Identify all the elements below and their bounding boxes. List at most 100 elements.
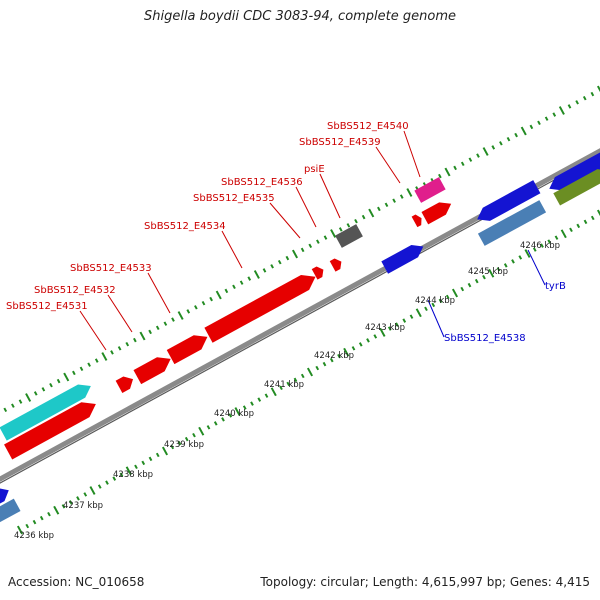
tick-mark [250,401,254,406]
tick-mark [125,466,132,476]
tick-mark [68,500,73,505]
label-connector [527,249,546,286]
tick-mark [163,321,168,326]
tick-mark [184,436,189,442]
tick-mark [330,229,337,238]
tick-mark [262,268,267,273]
label-connector [107,294,133,333]
tick-mark [468,157,473,162]
gene-steelblue [477,200,547,246]
gene-label: SbBS512_E4531 [6,301,88,312]
kbp-label: 4238 kbp [113,470,153,480]
tick-mark [460,161,465,167]
tick-mark [56,378,61,384]
tick-mark [206,425,211,430]
tick-mark [285,255,290,261]
tick-mark [337,353,341,359]
tick-mark [32,519,37,525]
tick-mark [306,367,314,377]
label-connector [295,186,317,228]
tick-mark [117,346,122,351]
tick-mark [409,314,414,319]
tick-mark [83,492,88,497]
tick-mark [291,249,299,259]
gene-blue [0,487,9,507]
tick-mark [506,136,511,142]
gene-pink [414,177,446,203]
tick-mark [460,286,465,292]
tick-mark [514,132,518,138]
tick-mark [155,325,160,331]
tick-mark [11,403,15,408]
tick-mark [511,259,515,264]
tick-mark [322,361,327,367]
tick-mark [346,223,351,228]
tick-mark [560,229,567,239]
tick-mark [373,334,378,339]
tick-mark [89,486,96,495]
label-connector [427,299,445,338]
tick-mark [547,239,552,244]
tick-mark [161,446,169,456]
tick-mark [72,370,76,376]
gene-blue [477,180,541,221]
tick-mark [399,194,404,199]
tick-mark [148,329,152,335]
tick-mark [596,85,600,93]
tick-mark [134,464,138,470]
tick-mark [387,326,392,331]
gene-red [311,266,324,280]
tick-mark [293,377,298,383]
tick-mark [438,173,442,179]
tick-mark [532,247,537,252]
tick-mark [253,270,260,279]
tick-mark [125,341,130,347]
tick-mark [25,523,30,529]
tick-mark [16,525,24,535]
tick-mark [415,308,422,318]
gene-red [133,357,171,385]
gene-olive [553,169,600,206]
gene-red [411,214,422,228]
kbp-label: 4237 kbp [63,501,103,511]
tick-mark [94,358,99,363]
tick-mark [198,426,205,436]
tick-mark [47,511,51,517]
tick-mark [112,476,117,481]
gene-label: SbBS512_E4536 [221,177,303,188]
tick-mark [392,198,396,203]
tick-mark [518,255,523,260]
gene-labels: SbBS512_E4531 SbBS512_E4532 SbBS512_E4533 S… [6,121,566,344]
kbp-label: 4246 kbp [520,241,560,251]
tick-mark [53,505,60,515]
tick-mark [323,235,328,240]
tick-mark [438,298,443,304]
inner-tick-ring [16,209,600,535]
tick-mark [482,274,486,280]
gene-label: SbBS512_E4538 [444,333,526,344]
gene-label: SbBS512_E4535 [193,193,275,204]
tick-mark [224,288,229,294]
tick-mark [552,112,557,117]
backbone-line [0,148,600,482]
tick-mark [155,452,160,458]
tick-mark [529,124,534,130]
tick-mark [575,100,579,105]
tick-mark [279,385,283,391]
label-connectors [79,130,546,351]
tick-mark [503,263,508,268]
tick-mark [277,259,282,265]
tick-mark [569,227,573,233]
gene-red [166,335,208,365]
accession-text: Accession: NC_010658 [8,575,145,589]
tick-mark [41,387,46,392]
gene-features [0,148,600,526]
tick-mark [540,243,544,248]
tick-mark [79,366,84,372]
tick-mark [264,393,269,398]
tick-mark [87,362,91,367]
gene-red [115,376,134,393]
tick-mark [63,372,70,382]
tick-mark [338,227,343,232]
tick-mark [384,202,389,208]
